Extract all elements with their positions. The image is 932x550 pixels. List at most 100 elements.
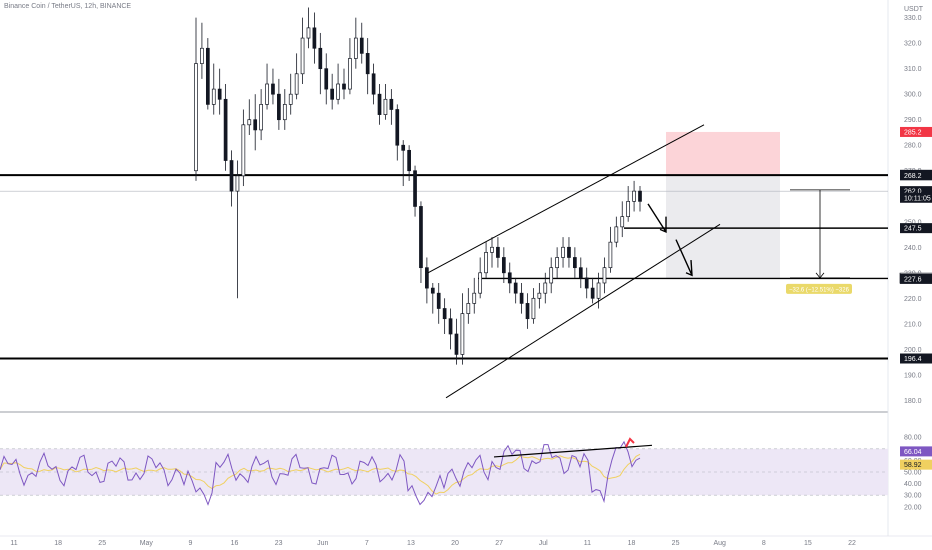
time-tick-label: 15 xyxy=(804,540,812,547)
candle-body-up xyxy=(300,37,305,75)
candle xyxy=(425,257,429,304)
rsi-tag-label: 66.04 xyxy=(904,449,922,456)
candle-body-up xyxy=(336,83,340,100)
candle xyxy=(430,282,435,314)
price-tag: 285.2 xyxy=(900,126,932,137)
candle-body-up xyxy=(200,47,204,64)
candle-body-down xyxy=(205,47,210,105)
time-tick-label: 18 xyxy=(54,540,62,547)
candle-body-down xyxy=(324,68,329,90)
price-tag-label: 285.2 xyxy=(904,129,922,136)
rsi-divergence-line xyxy=(493,444,653,458)
candle xyxy=(442,298,447,335)
candle xyxy=(413,165,417,217)
candle-body-down xyxy=(507,272,512,284)
price-tick-label: 180.0 xyxy=(904,398,922,405)
candle-body-down xyxy=(584,277,589,289)
candle xyxy=(235,160,240,299)
candle xyxy=(288,73,293,115)
candle xyxy=(614,216,619,248)
time-tick-label: May xyxy=(140,540,154,547)
candle xyxy=(501,247,506,283)
candle-body-down xyxy=(389,98,394,110)
candle-body-up xyxy=(288,93,293,105)
candle xyxy=(330,73,335,110)
price-tag: 10:11:05 xyxy=(900,192,932,203)
candle-body-up xyxy=(348,58,352,90)
price-tag: 196.4 xyxy=(900,353,932,364)
rsi-tag: 58.92 xyxy=(900,459,932,470)
candle xyxy=(312,12,317,64)
candle xyxy=(484,242,488,278)
price-tag: 268.2 xyxy=(900,170,932,181)
time-tick-label: 25 xyxy=(672,540,680,547)
candle xyxy=(578,257,583,289)
candle-body-down xyxy=(371,73,376,95)
candle xyxy=(211,63,216,115)
candle-body-up xyxy=(353,37,358,59)
time-tick-label: Jun xyxy=(317,540,328,547)
candle xyxy=(620,201,625,238)
channel-lower-line xyxy=(445,223,721,399)
candle-body-down xyxy=(590,287,595,299)
candle-body-up xyxy=(235,175,240,192)
time-tick-label: 13 xyxy=(407,540,415,547)
price-tick-label: 250.0 xyxy=(904,219,922,226)
price-tick-label: 310.0 xyxy=(904,66,922,73)
candle-body-up xyxy=(484,252,488,274)
candle xyxy=(306,7,311,49)
price-tag-box xyxy=(900,186,932,197)
candle-body-up xyxy=(490,246,494,253)
candle xyxy=(496,237,500,268)
candle xyxy=(602,257,607,294)
candle xyxy=(519,282,524,314)
price-tick-label: 190.0 xyxy=(904,372,922,379)
drawings: −32.6 (−12.51%) −326 xyxy=(427,124,852,399)
price-tag-label: 227.6 xyxy=(904,276,922,283)
candle xyxy=(561,237,565,268)
measure-arrow-icon xyxy=(815,272,825,279)
candle xyxy=(348,38,352,95)
candle xyxy=(543,272,548,304)
candle-body-up xyxy=(265,83,269,105)
candle xyxy=(371,63,376,105)
time-tick-label: Aug xyxy=(713,540,726,547)
candle-body-down xyxy=(501,257,506,274)
chart-background xyxy=(0,0,932,537)
candle xyxy=(478,257,483,299)
target-zone xyxy=(666,175,780,279)
candle-body-down xyxy=(407,149,411,172)
candle xyxy=(632,180,636,212)
candle xyxy=(490,237,494,268)
candle xyxy=(513,277,518,304)
candle xyxy=(194,17,198,181)
time-tick-label: 16 xyxy=(231,540,239,547)
candle-body-up xyxy=(294,73,299,95)
time-tick-label: 20 xyxy=(451,540,459,547)
candle xyxy=(229,150,234,207)
time-tick-label: 18 xyxy=(628,540,636,547)
rsi-tag-box xyxy=(900,459,932,470)
candle xyxy=(282,89,287,130)
price-tag-box xyxy=(900,353,932,364)
candle xyxy=(223,83,228,171)
candle-body-down xyxy=(312,27,317,49)
candle xyxy=(590,277,595,304)
candle xyxy=(395,104,400,161)
position-zones xyxy=(666,131,780,279)
horizontal-levels xyxy=(0,174,888,360)
candle xyxy=(555,247,559,278)
candle-body-up xyxy=(537,292,542,299)
candle-body-down xyxy=(442,308,447,320)
measure-label: −32.6 (−12.51%) −326 xyxy=(789,287,850,293)
price-tag-label: 262.0 xyxy=(904,189,922,196)
time-tick-label: 11 xyxy=(10,540,17,547)
candle-body-down xyxy=(419,206,423,269)
candle-body-up xyxy=(620,216,625,228)
candle xyxy=(353,17,358,69)
chart-header: Binance Coin / TetherUS, 12h, BINANCE xyxy=(4,3,132,10)
candle xyxy=(525,293,530,329)
time-tick-label: 11 xyxy=(584,540,591,547)
candle-body-up xyxy=(383,98,388,115)
